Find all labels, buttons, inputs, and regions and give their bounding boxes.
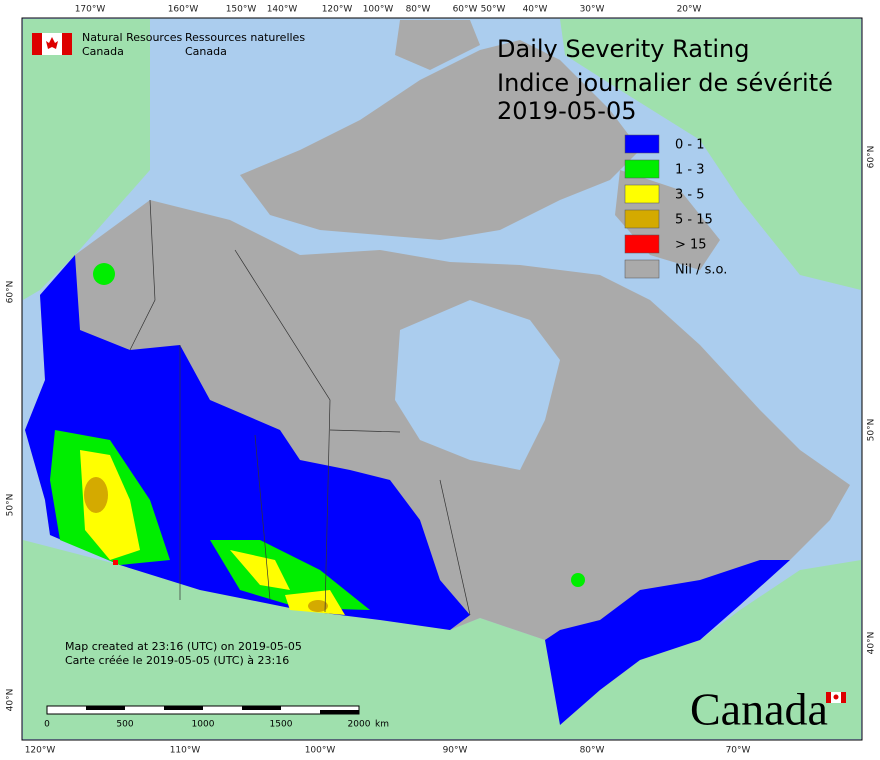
scale-label: 1500	[270, 720, 293, 730]
legend-label: 5 - 15	[675, 213, 713, 228]
scale-bar-fill	[242, 706, 281, 710]
scale-label: 2000	[348, 720, 371, 730]
longitude-label: 150°W	[226, 5, 257, 15]
legend-swatch	[624, 134, 660, 154]
longitude-label: 80°W	[406, 5, 431, 15]
longitude-label: 80°W	[580, 746, 605, 756]
latitude-label: 60°N	[867, 146, 877, 169]
longitude-label: 100°W	[363, 5, 394, 15]
longitude-label: 100°W	[305, 746, 336, 756]
rating-5-15	[84, 477, 108, 513]
agency-en: Natural Resources	[82, 31, 183, 44]
longitude-label: 30°W	[580, 5, 605, 15]
latitude-label: 50°N	[867, 419, 877, 442]
scale-label: 1000	[192, 720, 215, 730]
maple-leaf	[46, 37, 58, 49]
agency-fr: Canada	[185, 45, 227, 58]
legend-label: 0 - 1	[675, 138, 705, 153]
rating-over-15	[113, 560, 118, 565]
created-fr: Carte créée le 2019-05-05 (UTC) à 23:16	[65, 654, 289, 667]
flag-bar	[62, 33, 72, 55]
legend-swatch	[624, 159, 660, 179]
longitude-label: 90°W	[443, 746, 468, 756]
wordmark: Canada	[690, 684, 828, 735]
legend-label: 1 - 3	[675, 163, 705, 178]
ellesmere	[395, 20, 480, 70]
scale-bar-fill	[164, 706, 203, 710]
agency-fr: Ressources naturelles	[185, 31, 305, 44]
latitude-label: 60°N	[6, 281, 16, 304]
hudson-bay	[395, 300, 560, 470]
longitude-label: 160°W	[168, 5, 199, 15]
legend-swatch	[624, 259, 660, 279]
title-fr: Indice journalier de sévérité	[497, 69, 833, 97]
longitude-label: 170°W	[75, 5, 106, 15]
longitude-label: 40°W	[523, 5, 548, 15]
legend: 0 - 1 1 - 3 3 - 5 5 - 15 > 15 Nil / s.o.	[624, 134, 727, 279]
flag-bar	[32, 33, 42, 55]
legend-label: Nil / s.o.	[675, 263, 727, 278]
latitude-label: 40°N	[6, 689, 16, 712]
usa	[23, 540, 861, 739]
maple-leaf	[833, 694, 839, 700]
longitude-label: 120°W	[25, 746, 56, 756]
scale-label: 0	[44, 720, 50, 730]
title-en: Daily Severity Rating	[497, 35, 749, 63]
longitude-label: 20°W	[677, 5, 702, 15]
title-date: 2019-05-05	[497, 97, 636, 125]
longitude-label: 120°W	[322, 5, 353, 15]
alaska	[23, 19, 150, 300]
rating-1-3	[571, 573, 585, 587]
flag-bar	[826, 692, 831, 703]
rating-5-15	[308, 600, 328, 612]
greenland	[560, 19, 861, 290]
rating-0-1-east	[545, 560, 790, 725]
longitude-label: 60°W	[453, 5, 478, 15]
rating-1-3	[93, 263, 115, 285]
scale-bar-fill	[320, 710, 359, 714]
boundary	[129, 199, 471, 616]
scale-bar-fill	[86, 706, 125, 710]
latitude-label: 40°N	[867, 632, 877, 655]
created-en: Map created at 23:16 (UTC) on 2019-05-05	[65, 640, 302, 653]
agency-en: Canada	[82, 45, 124, 58]
rating-3-5	[230, 550, 345, 615]
legend-label: 3 - 5	[675, 188, 705, 203]
flag-bar	[841, 692, 846, 703]
scale-unit: km	[375, 720, 389, 730]
longitude-label: 140°W	[267, 5, 298, 15]
longitude-label: 70°W	[726, 746, 751, 756]
legend-swatch	[624, 234, 660, 254]
graticule-labels: 170°W 160°W 150°W 140°W 120°W 100°W 80°W 60°W 50…	[6, 5, 877, 756]
legend-label: > 15	[675, 238, 707, 253]
scale-label: 500	[116, 720, 133, 730]
legend-swatch	[624, 209, 660, 229]
arctic-islands	[240, 40, 640, 240]
latitude-label: 50°N	[6, 494, 16, 517]
legend-swatch	[624, 184, 660, 204]
longitude-label: 50°W	[481, 5, 506, 15]
longitude-label: 110°W	[170, 746, 201, 756]
scale-labels: 0 500 1000 1500 2000	[44, 720, 371, 730]
